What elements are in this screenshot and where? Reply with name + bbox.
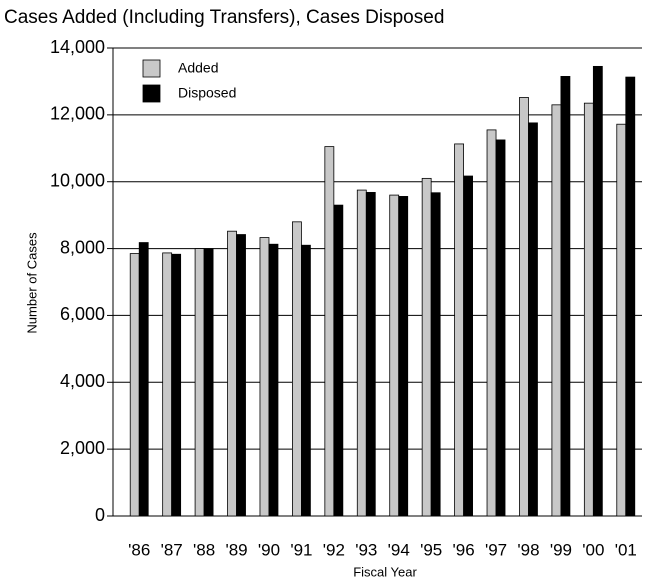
x-tick-label: '92 xyxy=(323,540,345,559)
x-tick-label: '93 xyxy=(355,540,377,559)
bar xyxy=(616,123,627,517)
bar xyxy=(519,97,529,517)
x-axis-label: Fiscal Year xyxy=(353,564,417,579)
bar xyxy=(324,146,335,517)
legend-swatch xyxy=(142,84,161,103)
y-tick-label: 2,000 xyxy=(60,438,105,458)
legend-label: Disposed xyxy=(178,85,236,101)
bar xyxy=(625,76,636,517)
x-tick-label: '01 xyxy=(615,540,637,559)
y-tick-label: 6,000 xyxy=(60,304,105,324)
bar xyxy=(194,248,205,517)
y-tick-label: 0 xyxy=(95,505,105,525)
bar xyxy=(421,177,432,517)
bar xyxy=(171,253,182,517)
x-tick-label: '97 xyxy=(485,540,507,559)
x-tick-label: '99 xyxy=(550,540,572,559)
bar xyxy=(301,244,311,517)
x-tick-label: '96 xyxy=(453,540,475,559)
bar xyxy=(551,104,562,517)
x-tick-label: '87 xyxy=(161,540,183,559)
y-tick-label: 14,000 xyxy=(50,37,105,57)
x-tick-label: '00 xyxy=(582,540,604,559)
bar xyxy=(398,196,409,517)
x-tick-label: '91 xyxy=(290,540,312,559)
x-tick-label: '94 xyxy=(388,540,410,559)
bar xyxy=(138,242,149,517)
x-tick-label: '89 xyxy=(225,540,247,559)
y-axis-label: Number of Cases xyxy=(24,232,39,334)
x-tick-label: '95 xyxy=(420,540,442,559)
bar xyxy=(486,129,497,517)
bar xyxy=(463,175,473,517)
x-tick-label: '86 xyxy=(128,540,150,559)
bar xyxy=(365,192,376,517)
legend-swatch xyxy=(142,59,161,78)
bar xyxy=(333,204,344,517)
bar xyxy=(129,253,140,517)
bar xyxy=(356,189,367,517)
bar xyxy=(162,252,173,517)
y-tick-label: 8,000 xyxy=(60,237,105,257)
bar xyxy=(528,122,538,517)
x-tick-label: '88 xyxy=(193,540,215,559)
y-tick-label: 12,000 xyxy=(50,104,105,124)
bar xyxy=(292,221,302,517)
bar xyxy=(203,248,214,517)
legend-label: Added xyxy=(178,60,218,76)
y-tick-label: 4,000 xyxy=(60,371,105,391)
chart-title: Cases Added (Including Transfers), Cases… xyxy=(4,7,444,28)
bar xyxy=(560,76,571,517)
bar xyxy=(268,243,279,517)
bar xyxy=(236,234,246,517)
bar xyxy=(454,143,464,517)
bar xyxy=(430,192,441,517)
bar xyxy=(227,230,237,517)
bar xyxy=(592,65,603,517)
y-tick-label: 10,000 xyxy=(50,170,105,190)
bar xyxy=(389,194,400,517)
bar xyxy=(583,102,594,517)
x-tick-label: '98 xyxy=(517,540,539,559)
bar xyxy=(259,237,270,517)
x-tick-label: '90 xyxy=(258,540,280,559)
bar xyxy=(495,139,506,517)
